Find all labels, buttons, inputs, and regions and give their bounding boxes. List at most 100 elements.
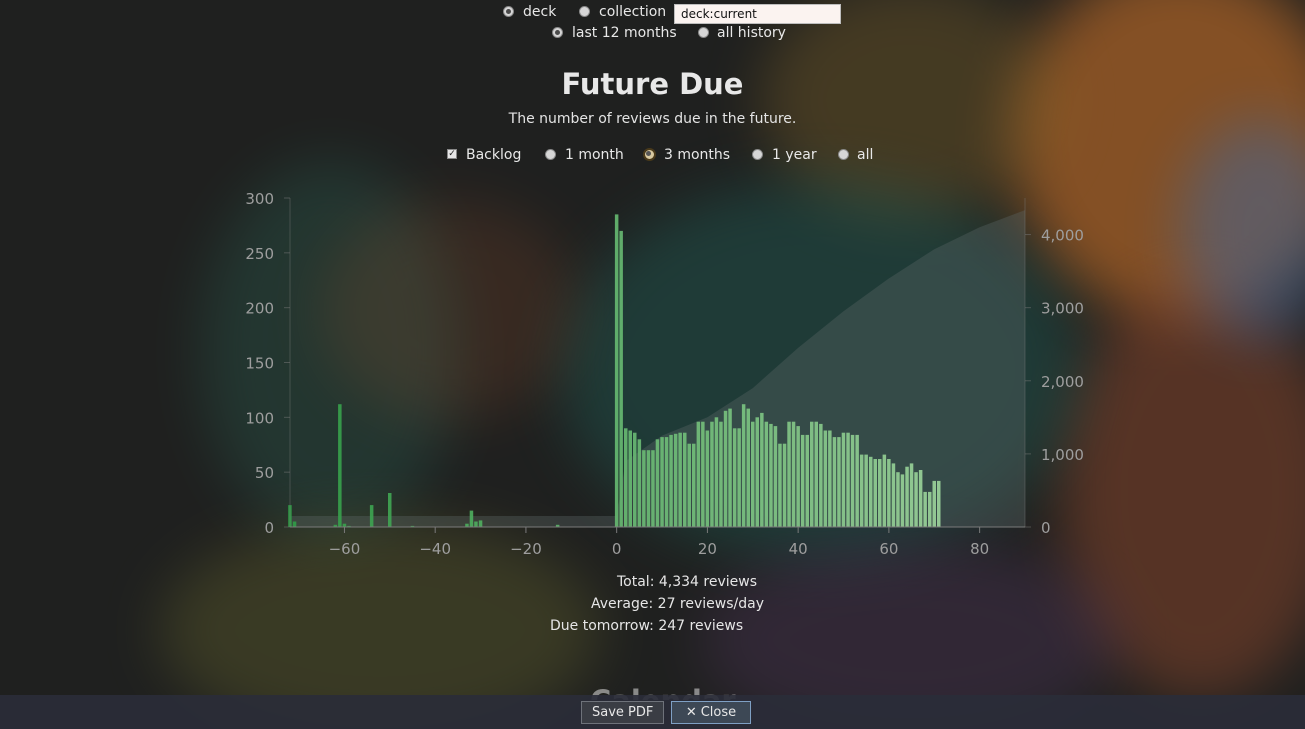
bar [732,428,737,527]
bar [918,470,923,527]
bar [710,421,714,527]
bar [864,454,868,527]
bar [660,437,664,527]
bar [932,480,936,527]
bar [728,408,732,527]
last-12-months-radio[interactable] [552,27,563,38]
bar [651,450,655,527]
bar [333,524,338,527]
range-1-year-label[interactable]: 1 year [772,147,817,163]
range-1-month-label[interactable]: 1 month [565,147,624,163]
last-12-months-label[interactable]: last 12 months [572,25,677,41]
x-tick-label: 60 [879,540,898,558]
deck-radio[interactable] [503,6,514,17]
range-all-label[interactable]: all [857,147,874,163]
close-button[interactable]: ✕ Close [671,701,751,724]
x-tick-label: −40 [419,540,451,558]
bar [347,525,351,527]
y-right-tick-label: 2,000 [1041,373,1084,391]
bar [474,521,478,527]
bar [624,428,628,527]
y-left-tick-label: 300 [245,190,274,208]
bar [655,439,660,527]
bar [342,523,347,527]
bar [741,404,746,527]
bar [338,404,342,527]
x-tick-label: 40 [789,540,808,558]
bar [555,524,560,527]
bar [837,437,841,527]
bar [905,466,909,527]
bar [669,434,673,527]
range-1-month-radio[interactable] [545,149,556,160]
search-query-input[interactable] [674,4,841,24]
bar [800,434,805,527]
bar [696,421,701,527]
bar [850,434,855,527]
y-left-tick-label: 0 [264,519,274,537]
bar [782,443,787,527]
bar [701,421,705,527]
bar [909,463,914,527]
bar [828,430,832,527]
bar [673,433,678,527]
bar [923,491,927,527]
bar [714,417,719,527]
bar [410,525,415,527]
collection-radio[interactable] [579,6,590,17]
bar [869,456,873,527]
bar [705,430,710,527]
save-pdf-button[interactable]: Save PDF [581,701,665,724]
y-right-tick-label: 1,000 [1041,446,1084,464]
backlog-checkbox[interactable]: ✓ [447,149,457,159]
bar [914,472,918,527]
y-left-tick-label: 50 [255,464,274,482]
bar [642,450,646,527]
deck-radio-label[interactable]: deck [523,4,557,20]
section-subtitle: The number of reviews due in the future. [508,111,797,127]
all-history-radio[interactable] [698,27,709,38]
range-all-radio[interactable] [838,149,849,160]
bar [465,523,469,527]
bar [755,417,759,527]
stat-total: Total: 4,334 reviews [617,574,757,590]
bar [832,437,837,527]
bar [937,480,941,527]
bar [769,423,773,527]
x-tick-label: 80 [970,540,989,558]
x-tick-label: −60 [329,540,361,558]
bar [823,430,828,527]
x-tick-label: −20 [510,540,542,558]
bar [751,421,755,527]
backlog-label[interactable]: Backlog [466,147,522,163]
bar [369,505,374,527]
bar [791,421,796,527]
bar [746,408,750,527]
bar [288,505,292,527]
range-1-year-radio[interactable] [752,149,763,160]
bar [878,459,882,527]
bar [292,521,297,527]
range-3-months-radio[interactable] [643,148,656,161]
y-left-tick-label: 100 [245,409,274,427]
y-right-tick-label: 3,000 [1041,300,1084,318]
close-button-label: Close [700,705,737,720]
bar [841,432,846,527]
bar [478,520,483,527]
all-history-label[interactable]: all history [717,25,786,41]
bar [819,423,823,527]
bar [778,443,782,527]
y-left-tick-label: 150 [245,355,274,373]
range-3-months-label[interactable]: 3 months [664,147,731,163]
bar [764,421,769,527]
bar [637,439,642,527]
bar [896,472,900,527]
y-left-tick-label: 200 [245,300,274,318]
period-row: last 12 months all history [0,23,1305,43]
collection-radio-label[interactable]: collection [599,4,667,20]
y-right-tick-label: 0 [1041,519,1051,537]
bar [805,434,809,527]
bar [469,510,474,527]
bar [796,426,800,527]
